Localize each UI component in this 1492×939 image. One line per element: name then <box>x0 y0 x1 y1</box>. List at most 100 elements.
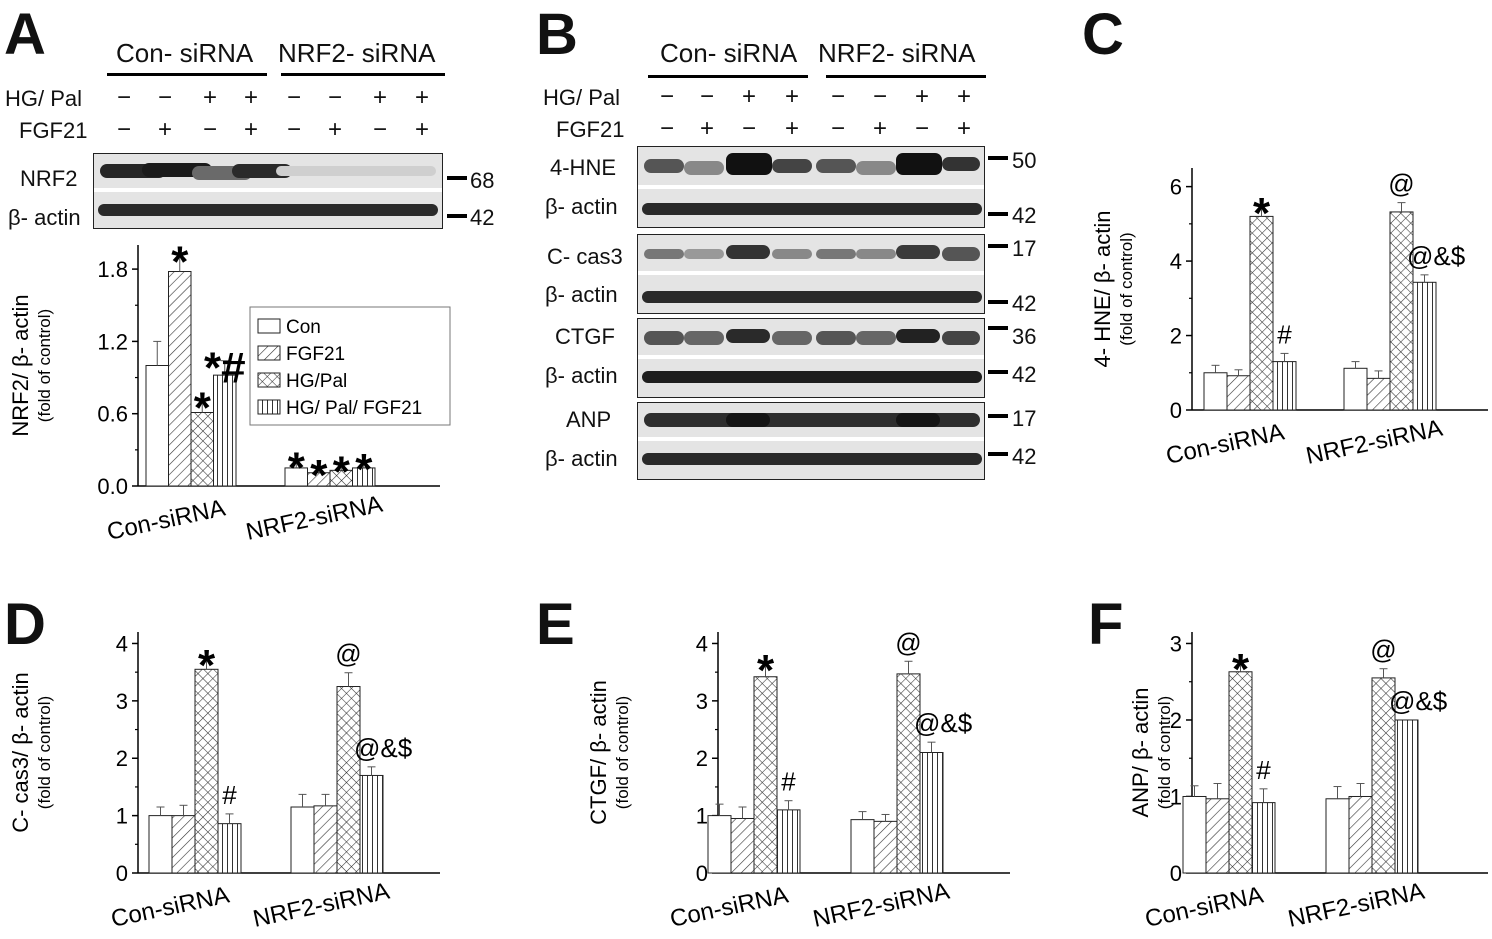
mw-marker <box>988 326 1008 330</box>
mw-label: 42 <box>470 205 495 230</box>
band <box>642 371 982 383</box>
band <box>896 153 942 175</box>
y-tick-label: 4 <box>116 631 128 656</box>
y-tick-label: 1 <box>1170 784 1182 809</box>
bar <box>1348 795 1373 874</box>
treatment-sign: + <box>872 115 887 142</box>
band <box>772 331 812 345</box>
treatment-sign: + <box>699 115 714 142</box>
mw-marker <box>988 156 1008 160</box>
blot-label-beta-actin: β- actin <box>545 446 618 471</box>
bar <box>1205 798 1230 874</box>
significance-mark: * <box>171 238 189 287</box>
panel-letter-a: A <box>4 2 46 67</box>
x-category-label: Con-siRNA <box>668 882 791 933</box>
bar <box>313 805 338 874</box>
blot-divider <box>94 188 442 192</box>
band <box>942 247 980 261</box>
mw-label: 50 <box>1012 148 1037 173</box>
significance-mark: @ <box>1370 635 1396 665</box>
x-category-label: NRF2-siRNA <box>251 878 392 933</box>
significance-mark: # <box>222 780 237 810</box>
mw-marker <box>988 300 1008 304</box>
chart-panel-e: 0 1 2 3 4 CTGF/ β- actin (fold of control) * @ # @… <box>586 627 1010 933</box>
significance-mark: * <box>333 447 351 496</box>
y-tick-label: 3 <box>116 689 128 714</box>
blot-label-beta-actin: β- actin <box>8 205 81 230</box>
y-axis-sublabel: (fold of control) <box>35 696 54 809</box>
band <box>726 245 770 259</box>
bar <box>217 823 242 874</box>
mw-marker <box>988 414 1008 418</box>
treatment-sign: − <box>872 83 887 110</box>
bar <box>1226 375 1251 411</box>
mw-label: 42 <box>1012 362 1037 387</box>
x-category-label: Con-siRNA <box>1143 882 1266 933</box>
treatment-sign: − <box>659 115 674 142</box>
band <box>684 249 724 259</box>
legend-swatch <box>257 399 281 415</box>
mw-marker <box>988 212 1008 216</box>
band <box>856 331 896 345</box>
blot-divider <box>638 355 984 359</box>
band <box>896 245 940 259</box>
bar <box>148 815 173 874</box>
blot-label-nrf2: NRF2 <box>20 166 78 191</box>
bar <box>1203 372 1228 411</box>
band <box>276 166 436 176</box>
y-axis-label: ANP/ β- actin <box>1128 687 1153 817</box>
y-axis-label: C- cas3/ β- actin <box>8 672 33 833</box>
treatment-sign: + <box>741 83 756 110</box>
treatment-sign: − <box>659 83 674 110</box>
y-tick-label: 0 <box>1170 861 1182 886</box>
band <box>644 331 684 345</box>
band <box>726 329 770 343</box>
group-bracket <box>826 75 986 78</box>
x-category-label: Con-siRNA <box>105 495 228 546</box>
band <box>642 453 982 465</box>
y-tick-label: 1 <box>116 804 128 829</box>
significance-mark: * <box>757 646 775 695</box>
bar <box>359 774 384 874</box>
y-tick-label: 2 <box>1170 708 1182 733</box>
significance-mark: * <box>310 451 328 500</box>
group-bracket <box>281 73 445 76</box>
y-tick-label: 1.2 <box>97 329 128 354</box>
significance-mark: # <box>1277 319 1292 349</box>
bar <box>1228 671 1253 874</box>
mw-marker <box>988 244 1008 248</box>
bar <box>1249 215 1274 411</box>
y-tick-label: 4 <box>696 631 708 656</box>
significance-mark: # <box>781 767 796 797</box>
chart-panel-f: 0 1 2 3 ANP/ β- actin (fold of control) * @ # @&$… <box>1128 631 1488 933</box>
treatment-sign: + <box>243 116 258 143</box>
bar <box>1182 795 1207 874</box>
treatment-sign: − <box>741 115 756 142</box>
legend-swatch <box>257 345 281 361</box>
significance-mark: @&$ <box>1407 241 1466 271</box>
bar <box>896 673 921 874</box>
treatment-sign: + <box>956 115 971 142</box>
group-label-nrf2-sirna: NRF2- siRNA <box>818 38 976 68</box>
y-tick-label: 0 <box>116 861 128 886</box>
chart-panel-a: 0.0 0.6 1.2 1.8 NRF2/ β- actin (fold of contr… <box>8 238 451 546</box>
mw-label: 42 <box>1012 291 1037 316</box>
bar <box>171 815 196 874</box>
y-tick-label: 1.8 <box>97 257 128 282</box>
blot-label-beta-actin: β- actin <box>545 282 618 307</box>
mw-label: 42 <box>1012 444 1037 469</box>
blot-label-anp: ANP <box>566 407 612 432</box>
treatment-sign: + <box>327 116 342 143</box>
y-tick-label: 0.6 <box>97 402 128 427</box>
blot-label-beta-actin: β- actin <box>545 194 618 219</box>
band <box>726 153 772 175</box>
bar <box>776 809 801 874</box>
y-tick-label: 3 <box>1170 631 1182 656</box>
bar <box>753 676 778 874</box>
treatment-sign: − <box>116 116 131 143</box>
band <box>98 204 438 216</box>
bar <box>1366 377 1391 411</box>
mw-marker <box>988 452 1008 456</box>
blot-divider <box>638 185 984 189</box>
mw-label: 42 <box>1012 203 1037 228</box>
